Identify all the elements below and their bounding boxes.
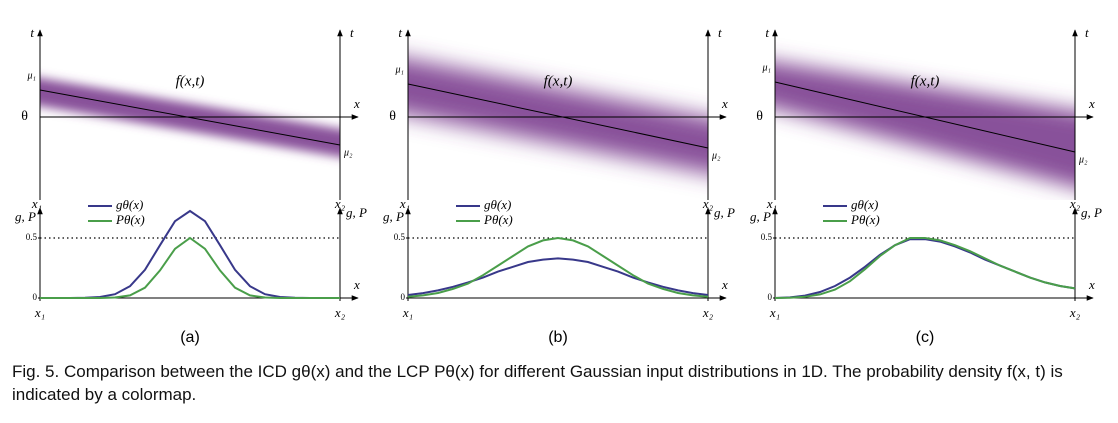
x-label: x: [353, 96, 360, 111]
t-label: t: [350, 25, 354, 40]
t-label: t: [718, 25, 722, 40]
x1-label: x₁: [31, 196, 42, 211]
x-label: x: [1088, 277, 1095, 292]
series-line: [774, 238, 1076, 299]
caption: Fig. 5. Comparison between the ICD gθ(x)…: [12, 362, 1063, 404]
series-line: [407, 236, 709, 298]
panel-label: (c): [916, 329, 935, 346]
t-label: t: [1085, 25, 1089, 40]
x-tick-label: x₂: [334, 305, 346, 320]
legend-label: Pθ(x): [850, 212, 880, 227]
density-title: f(x,t): [544, 73, 573, 89]
series-line: [40, 236, 340, 299]
x-label: x: [721, 96, 728, 111]
y-label: g, P: [15, 209, 36, 224]
x-tick-label: x₁: [402, 305, 413, 320]
x1-label: x₁: [399, 196, 410, 211]
y-label: g, P: [383, 209, 404, 224]
y-label: g, P: [714, 205, 735, 220]
density-title: f(x,t): [176, 73, 205, 89]
mean-line: [407, 83, 709, 149]
x-tick-label: x₁: [769, 305, 780, 320]
x-tick-label: x₁: [34, 305, 45, 320]
y-tick-label: 0: [401, 292, 406, 302]
x-tick-label: x₂: [702, 305, 714, 320]
y-label: g, P: [750, 209, 771, 224]
series-line: [774, 237, 1076, 299]
mu1-label: μ₁: [395, 64, 405, 75]
y-tick-label: 0: [33, 292, 38, 302]
x-tick-label: x₂: [1069, 305, 1081, 320]
x2-label: x₂: [702, 196, 714, 211]
x2-label: x₂: [1069, 196, 1081, 211]
density-map: [775, 61, 1075, 188]
panel-label: (a): [180, 329, 200, 346]
x-label: x: [721, 277, 728, 292]
theta-label: θ: [756, 109, 763, 124]
legend-label: gθ(x): [484, 197, 511, 212]
legend-label: Pθ(x): [115, 212, 145, 227]
series-line: [407, 257, 709, 296]
mu1-label: μ₁: [762, 62, 772, 73]
y-tick-label: 0.5: [394, 232, 406, 242]
density-title: f(x,t): [911, 73, 940, 89]
panel-label: (b): [548, 329, 568, 346]
mu2-label: μ₂: [343, 147, 353, 158]
mu1-label: μ₁: [27, 70, 37, 81]
mu2-label: μ₂: [711, 150, 721, 161]
x2-label: x₂: [334, 196, 346, 211]
mu2-label: μ₂: [1078, 154, 1088, 165]
t-label: t: [765, 25, 769, 40]
t-label: t: [398, 25, 402, 40]
x1-label: x₁: [766, 196, 777, 211]
y-tick-label: 0.5: [26, 232, 38, 242]
y-tick-label: 0: [768, 292, 773, 302]
legend-label: gθ(x): [116, 197, 143, 212]
y-tick-label: 0.5: [761, 232, 773, 242]
y-label: g, P: [1081, 205, 1102, 220]
theta-label: θ: [21, 109, 28, 124]
legend-label: Pθ(x): [483, 212, 513, 227]
x-label: x: [353, 277, 360, 292]
theta-label: θ: [389, 109, 396, 124]
x-label: x: [1088, 96, 1095, 111]
t-label: t: [30, 25, 34, 40]
series-line: [40, 209, 340, 299]
y-label: g, P: [346, 205, 367, 220]
density-band: [775, 61, 1075, 188]
legend-label: gθ(x): [851, 197, 878, 212]
